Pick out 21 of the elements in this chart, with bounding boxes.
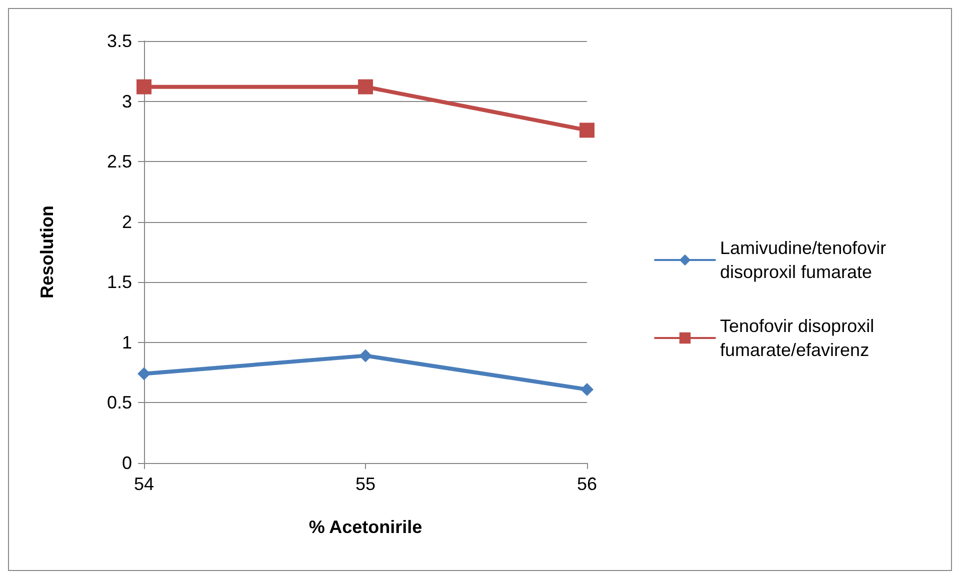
point bbox=[580, 122, 594, 138]
point bbox=[358, 79, 373, 94]
point bbox=[580, 382, 594, 396]
x-tick-label: 54 bbox=[134, 474, 154, 494]
legend-label: Lamivudine/tenofovir disoproxil fumarate bbox=[720, 238, 892, 282]
y-tick-label: 0.5 bbox=[106, 392, 132, 413]
legend-label: Tenofovir disoproxil fumarate/efavirenz bbox=[720, 316, 880, 360]
y-axis-title: Resolution bbox=[37, 206, 57, 298]
y-tick-label: 3 bbox=[122, 91, 132, 112]
point bbox=[359, 349, 372, 362]
y-tick-label: 2 bbox=[122, 212, 132, 232]
x-axis-title: % Acetonirile bbox=[308, 517, 422, 537]
x-tick-label: 56 bbox=[576, 474, 598, 494]
point bbox=[138, 367, 150, 380]
y-tick-label: 1 bbox=[122, 332, 132, 352]
y-tick-label: 0 bbox=[122, 453, 132, 473]
y-tick-label: 3.5 bbox=[106, 31, 132, 51]
y-tick-label: 2.5 bbox=[106, 152, 132, 172]
y-tick-label: 1.5 bbox=[106, 272, 132, 292]
point bbox=[136, 79, 152, 94]
x-tick-label: 55 bbox=[355, 474, 376, 494]
